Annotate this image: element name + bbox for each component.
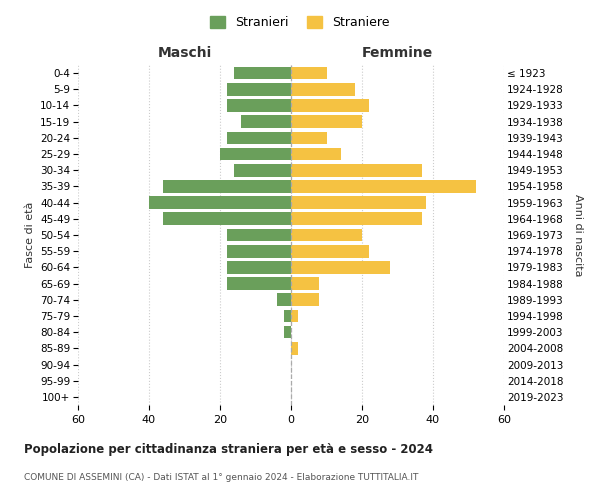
Y-axis label: Anni di nascita: Anni di nascita — [573, 194, 583, 276]
Bar — [291, 310, 298, 322]
Text: Popolazione per cittadinanza straniera per età e sesso - 2024: Popolazione per cittadinanza straniera p… — [24, 442, 433, 456]
Bar — [291, 148, 341, 160]
Bar — [277, 294, 291, 306]
Bar — [234, 67, 291, 80]
Bar — [227, 278, 291, 290]
Bar — [291, 261, 391, 274]
Bar — [149, 196, 291, 209]
Legend: Stranieri, Straniere: Stranieri, Straniere — [205, 11, 395, 34]
Bar — [227, 245, 291, 258]
Bar — [291, 278, 319, 290]
Bar — [227, 261, 291, 274]
Bar — [291, 228, 362, 241]
Bar — [291, 212, 422, 225]
Bar — [291, 132, 326, 144]
Bar — [291, 245, 369, 258]
Bar — [227, 132, 291, 144]
Bar — [284, 310, 291, 322]
Bar — [291, 196, 426, 209]
Bar — [291, 342, 298, 354]
Bar — [291, 83, 355, 96]
Bar — [227, 228, 291, 241]
Bar — [220, 148, 291, 160]
Bar — [234, 164, 291, 176]
Text: COMUNE DI ASSEMINI (CA) - Dati ISTAT al 1° gennaio 2024 - Elaborazione TUTTITALI: COMUNE DI ASSEMINI (CA) - Dati ISTAT al … — [24, 472, 418, 482]
Bar — [163, 212, 291, 225]
Bar — [241, 116, 291, 128]
Bar — [284, 326, 291, 338]
Bar — [291, 180, 476, 192]
Bar — [291, 99, 369, 112]
Bar — [291, 164, 422, 176]
Bar — [163, 180, 291, 192]
Bar — [227, 99, 291, 112]
Bar — [291, 294, 319, 306]
Bar — [227, 83, 291, 96]
Bar — [291, 67, 326, 80]
Bar — [291, 116, 362, 128]
Y-axis label: Fasce di età: Fasce di età — [25, 202, 35, 268]
